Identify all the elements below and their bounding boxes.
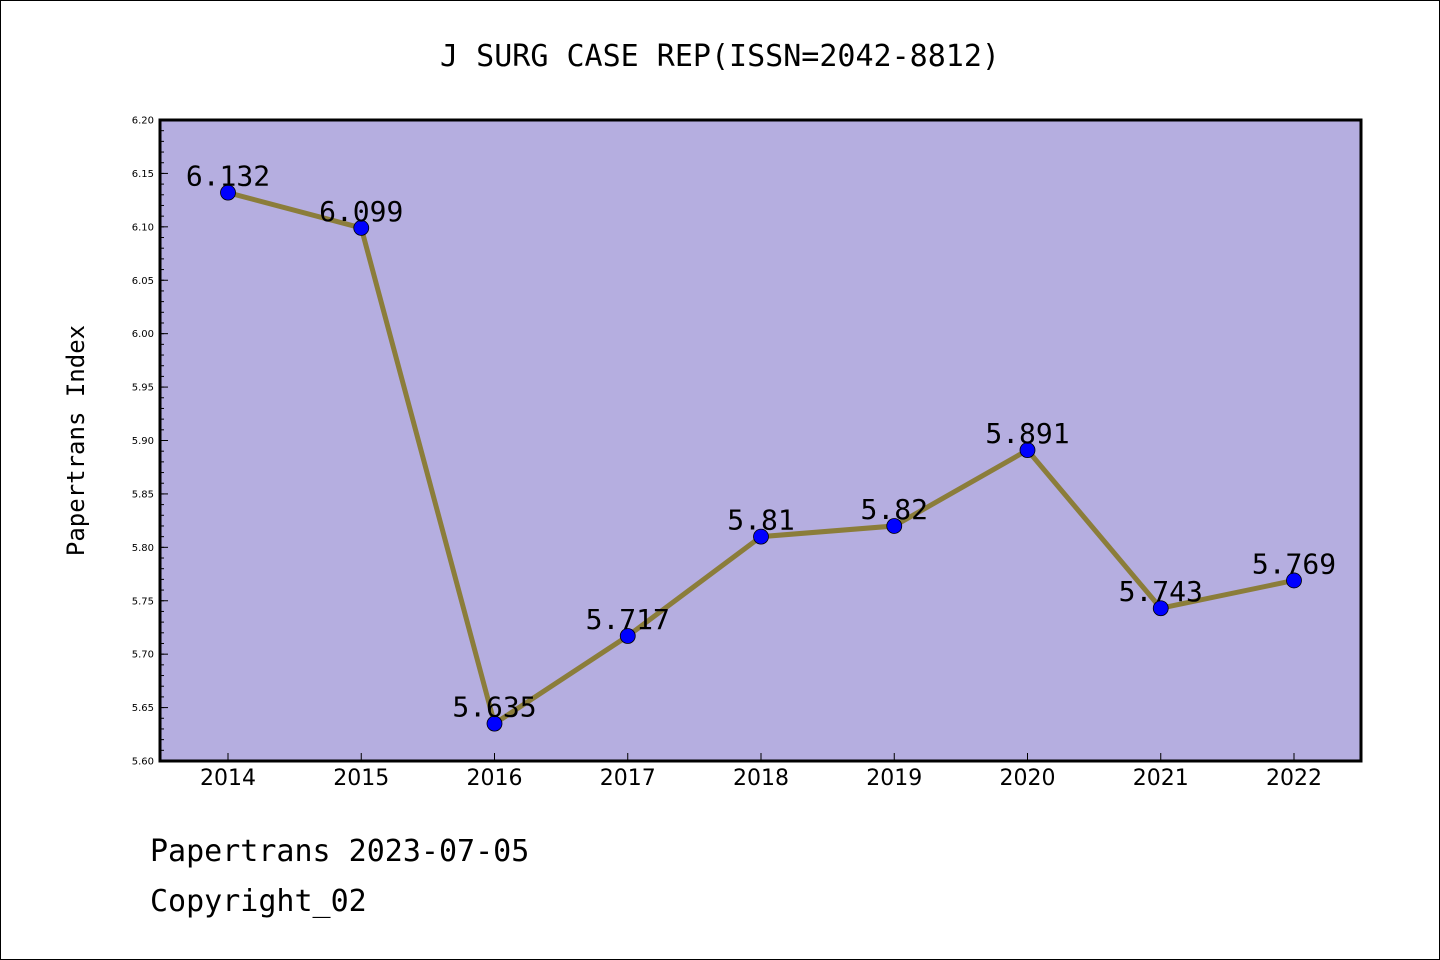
- data-label: 6.099: [319, 195, 403, 228]
- x-tick-label: 2020: [1000, 766, 1056, 791]
- y-tick-label: 6.15: [132, 169, 154, 180]
- y-tick-label: 5.70: [132, 650, 154, 661]
- data-point: [1152, 600, 1169, 617]
- y-tick-label: 5.65: [132, 703, 154, 714]
- data-label: 5.82: [861, 493, 928, 526]
- y-tick-label: 6.00: [132, 329, 154, 340]
- x-tick-label: 2021: [1133, 766, 1189, 791]
- data-point: [1286, 572, 1302, 589]
- data-label: 5.891: [985, 417, 1069, 450]
- y-tick-label: 6.20: [132, 116, 154, 127]
- data-point: [486, 715, 503, 732]
- plot-area: 5.60 5.65 5.70 5.75 5.80 5.85 5.90 5.95 6.00 6.05…: [132, 116, 1363, 791]
- plot-border: [158, 118, 1363, 763]
- x-tick-label: 2014: [200, 766, 256, 791]
- data-label: 5.81: [727, 504, 794, 537]
- data-label: 5.717: [586, 603, 670, 636]
- data-point: [753, 528, 769, 545]
- y-axis-label: Papertrans Index: [62, 325, 90, 556]
- x-tick-label: 2016: [467, 766, 523, 791]
- y-tick-label: 5.60: [132, 757, 154, 768]
- data-point: [220, 184, 236, 201]
- data-point: [1019, 442, 1036, 459]
- x-tick-label: 2018: [733, 766, 789, 791]
- y-tick-label: 5.90: [132, 436, 154, 447]
- footer-copyright-text: Copyright_02: [150, 884, 367, 919]
- data-point: [886, 518, 903, 534]
- data-label: 5.635: [452, 691, 536, 724]
- data-point: [619, 628, 636, 644]
- data-label: 5.769: [1252, 547, 1336, 580]
- x-tick-label: 2019: [866, 766, 922, 791]
- data-label: 5.743: [1119, 575, 1203, 608]
- data-label: 6.132: [186, 160, 270, 193]
- y-tick-label: 6.10: [132, 222, 154, 233]
- footer-date-text: Papertrans 2023-07-05: [150, 834, 530, 869]
- x-tick-label: 2017: [600, 766, 656, 791]
- chart-title: J SURG CASE REP(ISSN=2042-8812): [440, 39, 1000, 74]
- y-tick-label: 5.95: [132, 383, 154, 394]
- data-point: [353, 220, 370, 236]
- y-tick-label: 5.85: [132, 489, 154, 500]
- y-tick-label: 5.75: [132, 596, 154, 607]
- x-tick-label: 2015: [333, 766, 389, 791]
- y-tick-label: 5.80: [132, 543, 154, 554]
- x-tick-label: 2022: [1266, 766, 1322, 791]
- y-tick-label: 6.05: [132, 276, 154, 287]
